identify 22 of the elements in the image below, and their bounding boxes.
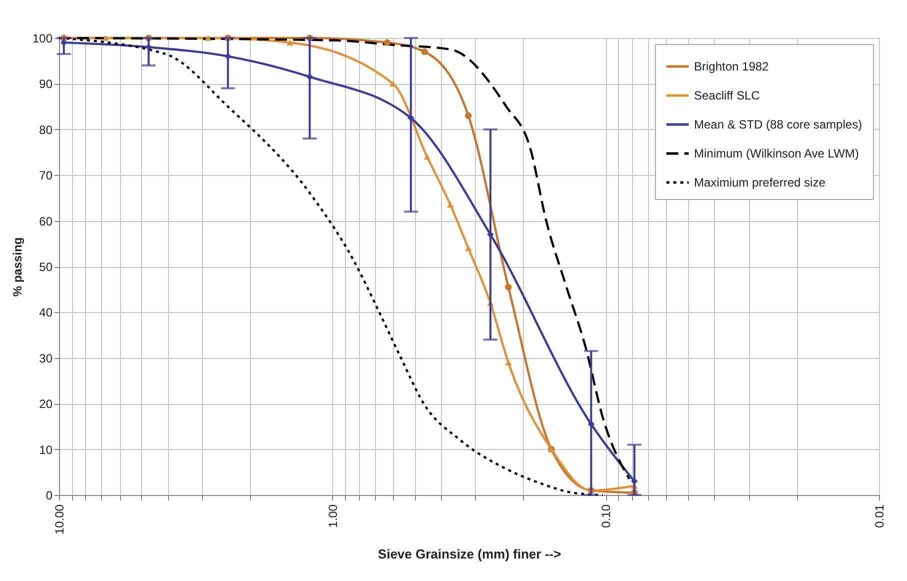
x-tick-label: 10.00: [52, 504, 66, 535]
legend-label: Maximium preferred size: [694, 176, 826, 190]
x-axis-title: Sieve Grainsize (mm) finer -->: [378, 546, 562, 562]
y-tick-label: 60: [39, 214, 53, 228]
x-tick-label: 1.00: [326, 504, 340, 528]
x-tick-label: 0.01: [872, 504, 886, 528]
y-tick-label: 40: [39, 306, 53, 320]
legend-label: Mean & STD (88 core samples): [694, 118, 862, 132]
y-tick-label: 80: [39, 122, 53, 137]
y-tick-label: 90: [39, 77, 53, 92]
y-tick-label: 70: [39, 168, 53, 183]
legend-label: Minimum (Wilkinson Ave LWM): [694, 146, 859, 160]
y-tick-label: 30: [39, 351, 53, 366]
y-tick-label: 0: [46, 488, 53, 502]
legend-label: Seacliff SLC: [694, 88, 760, 102]
legend-label: Brighton 1982: [694, 60, 770, 74]
x-tick-label: 0.10: [599, 504, 614, 528]
y-axis-title: % passing: [10, 237, 24, 297]
y-tick-label: 20: [39, 397, 53, 412]
y-tick-label: 50: [39, 260, 53, 274]
y-tick-label: 10: [39, 442, 53, 457]
y-tick-label: 100: [32, 32, 53, 46]
